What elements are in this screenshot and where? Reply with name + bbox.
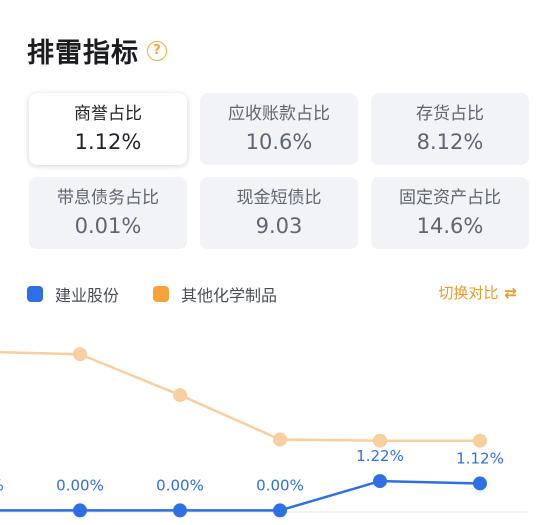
metric-label: 应收账款占比: [228, 104, 330, 124]
legend-swatch-company: [27, 286, 43, 302]
legend-item-company[interactable]: 建业股份: [27, 282, 119, 306]
metric-label: 带息债务占比: [57, 188, 159, 208]
data-point-1-2[interactable]: [173, 388, 187, 403]
data-point-0-4[interactable]: [373, 474, 387, 489]
metric-value: 14.6%: [416, 214, 484, 238]
metric-label: 现金短债比: [236, 188, 322, 208]
data-label-0-4: 1.22%: [356, 447, 404, 465]
help-icon[interactable]: ?: [147, 40, 167, 61]
switch-compare-label: 切换对比: [438, 284, 499, 302]
data-label-0-3: 0.00%: [256, 476, 304, 494]
section-title: 排雷指标: [27, 38, 139, 69]
metric-card-goodwill[interactable]: 商誉占比 1.12%: [29, 93, 187, 165]
series-line-0: [0, 479, 481, 512]
legend-label-company: 建业股份: [55, 286, 120, 305]
data-point-0-5[interactable]: [473, 476, 487, 491]
metric-value: 10.6%: [245, 130, 313, 154]
data-label-0-1: 0.00%: [56, 476, 104, 494]
metric-label: 存货占比: [416, 104, 484, 124]
legend-item-industry[interactable]: 其他化学制品: [153, 282, 277, 306]
data-label-0-2: 0.00%: [156, 476, 204, 494]
metric-label: 商誉占比: [74, 104, 142, 124]
metric-value: 0.01%: [74, 214, 142, 238]
metric-card-fixed-assets[interactable]: 固定资产占比 14.6%: [371, 177, 529, 249]
data-point-0-3[interactable]: [273, 503, 287, 518]
data-point-1-1[interactable]: [73, 347, 87, 362]
metric-label: 固定资产占比: [399, 188, 501, 208]
legend-label-industry: 其他化学制品: [181, 286, 278, 305]
chart-legend: 建业股份 其他化学制品 切换对比 ⇄: [27, 282, 517, 306]
series-line-1: [0, 351, 480, 442]
metric-card-inventory[interactable]: 存货占比 8.12%: [371, 93, 529, 165]
metric-value: 9.03: [255, 214, 303, 238]
switch-icon: ⇄: [504, 283, 517, 302]
section-header: 排雷指标 ?: [27, 31, 167, 70]
metric-card-interest-debt[interactable]: 带息债务占比 0.01%: [29, 177, 187, 249]
switch-compare-button[interactable]: 切换对比 ⇄: [438, 282, 517, 303]
data-point-1-4[interactable]: [373, 433, 387, 448]
legend-swatch-industry: [153, 286, 169, 302]
data-label-0-0: 0.00%: [0, 476, 4, 494]
metric-card-cash-debt-ratio[interactable]: 现金短债比 9.03: [200, 177, 358, 249]
metric-card-receivables[interactable]: 应收账款占比 10.6%: [200, 93, 358, 165]
line-chart: 0.00% 0.00% 0.00% 0.00% 1.22% 1.12%: [0, 347, 527, 518]
data-label-0-5: 1.12%: [456, 449, 504, 467]
data-point-1-3[interactable]: [273, 432, 287, 447]
data-point-0-1[interactable]: [73, 503, 87, 518]
metric-grid: 商誉占比 1.12% 应收账款占比 10.6% 存货占比 8.12% 带息债务占…: [29, 93, 529, 249]
metric-value: 8.12%: [416, 130, 484, 154]
data-point-0-2[interactable]: [173, 503, 187, 518]
metric-value: 1.12%: [74, 130, 142, 154]
data-point-1-5[interactable]: [473, 433, 487, 448]
